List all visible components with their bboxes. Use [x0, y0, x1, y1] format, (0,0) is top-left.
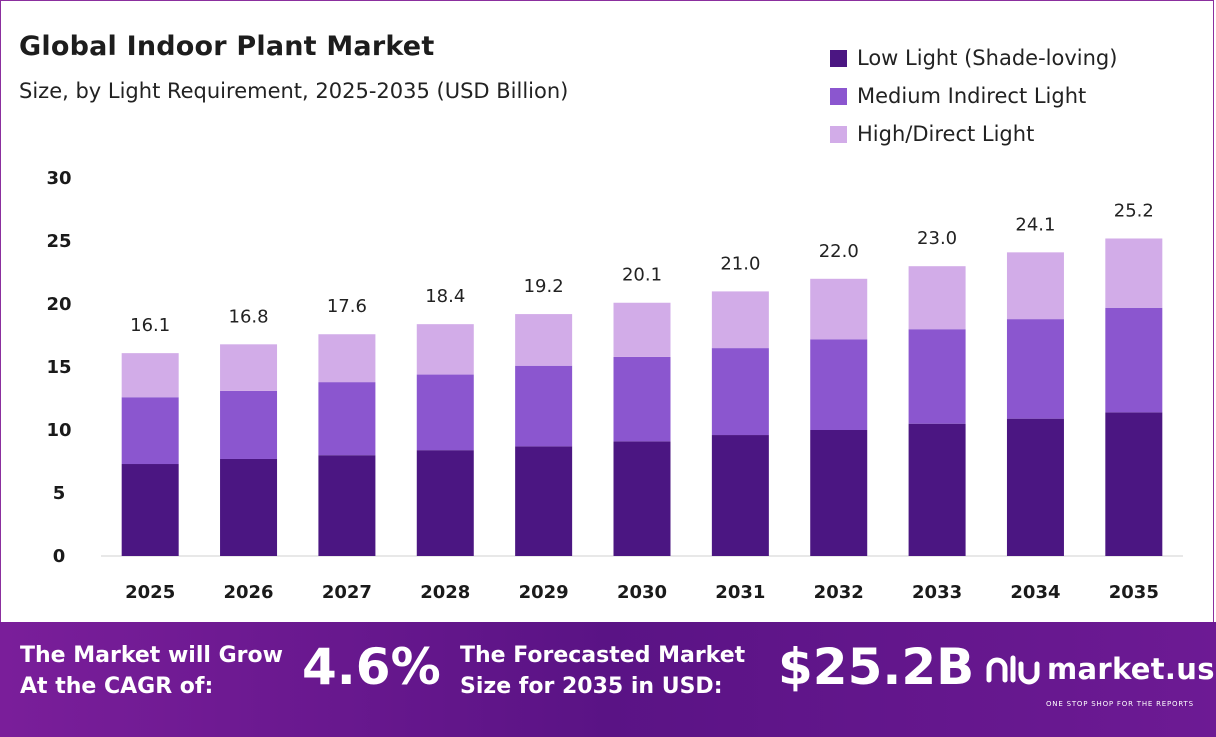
bar-segment-high-light — [318, 334, 376, 383]
bar-segment-low-light — [416, 450, 474, 556]
bar-total-label: 17.6 — [327, 296, 367, 317]
bar-segment-low-light — [908, 423, 966, 556]
bar-segment-medium-light — [1105, 307, 1163, 413]
x-tick-label: 2033 — [912, 582, 962, 603]
y-tick-label: 15 — [46, 357, 71, 378]
bar-segment-low-light — [318, 455, 376, 556]
legend-label-medium-light: Medium Indirect Light — [857, 84, 1087, 108]
bar-total-label: 20.1 — [622, 265, 662, 286]
chart-title: Global Indoor Plant Market — [19, 31, 435, 62]
bar-total-label: 16.8 — [229, 306, 269, 327]
y-tick-label: 0 — [53, 546, 66, 567]
bar-segment-high-light — [1105, 238, 1163, 308]
bar-total-label: 18.4 — [425, 286, 465, 307]
bar-segment-high-light — [613, 302, 671, 357]
bar-total-label: 21.0 — [720, 253, 760, 274]
legend-label-low-light: Low Light (Shade-loving) — [857, 46, 1118, 70]
legend: Low Light (Shade-loving) Medium Indirect… — [830, 39, 1117, 153]
bar-segment-low-light — [1105, 412, 1163, 556]
bar-total-label: 24.1 — [1015, 214, 1055, 235]
bar-segment-high-light — [416, 324, 474, 375]
bar-segment-low-light — [220, 458, 278, 556]
y-tick-label: 30 — [46, 168, 71, 189]
bar-segment-medium-light — [1006, 319, 1064, 419]
cagr-label-line1: The Market will Grow — [20, 643, 283, 668]
bar-segment-high-light — [121, 353, 179, 398]
legend-swatch-high-light — [830, 125, 847, 143]
cagr-label-line2: At the CAGR of: — [20, 674, 214, 699]
legend-item-low-light: Low Light (Shade-loving) — [830, 39, 1117, 77]
legend-item-high-light: High/Direct Light — [830, 115, 1117, 153]
x-tick-label: 2030 — [617, 582, 667, 603]
bar-segment-low-light — [711, 435, 769, 556]
bar-total-label: 22.0 — [819, 241, 859, 262]
brand-tagline: ONE STOP SHOP FOR THE REPORTS — [1046, 700, 1194, 708]
bar-segment-high-light — [908, 266, 966, 330]
bar-segment-medium-light — [810, 339, 868, 430]
chart-subtitle: Size, by Light Requirement, 2025-2035 (U… — [19, 79, 569, 103]
bar-total-label: 25.2 — [1114, 200, 1154, 221]
x-tick-label: 2029 — [519, 582, 569, 603]
bar-segment-low-light — [1006, 418, 1064, 556]
bar-segment-medium-light — [613, 356, 671, 442]
y-tick-label: 10 — [46, 420, 71, 441]
bar-total-label: 16.1 — [130, 315, 170, 336]
bar-total-label: 23.0 — [917, 228, 957, 249]
x-tick-label: 2035 — [1109, 582, 1159, 603]
x-tick-label: 2026 — [223, 582, 273, 603]
x-tick-label: 2025 — [125, 582, 175, 603]
bar-segment-low-light — [121, 464, 179, 556]
forecast-label-line1: The Forecasted Market — [460, 643, 746, 668]
bar-segment-low-light — [810, 430, 868, 556]
bar-segment-medium-light — [416, 374, 474, 451]
bar-segment-low-light — [613, 441, 671, 556]
y-tick-label: 20 — [46, 294, 71, 315]
bar-segment-medium-light — [711, 348, 769, 436]
bar-total-label: 19.2 — [524, 276, 564, 297]
brand-name: market.us — [1047, 652, 1215, 686]
x-tick-label: 2032 — [814, 582, 864, 603]
bar-segment-high-light — [711, 291, 769, 349]
market-us-logo-icon — [986, 655, 1040, 685]
x-tick-label: 2034 — [1010, 582, 1060, 603]
x-tick-label: 2028 — [420, 582, 470, 603]
legend-item-medium-light: Medium Indirect Light — [830, 77, 1117, 115]
bar-segment-high-light — [1006, 252, 1064, 320]
bar-segment-medium-light — [121, 397, 179, 465]
legend-swatch-medium-light — [830, 87, 847, 105]
bar-chart: 05101520253016.1202516.8202617.6202718.4… — [46, 168, 1183, 603]
legend-swatch-low-light — [830, 49, 847, 67]
y-tick-label: 5 — [53, 483, 66, 504]
bar-segment-high-light — [515, 314, 573, 366]
x-tick-label: 2027 — [322, 582, 372, 603]
cagr-label: The Market will Grow At the CAGR of: — [20, 640, 283, 702]
footer-banner: The Market will Grow At the CAGR of: 4.6… — [0, 622, 1216, 737]
bar-segment-medium-light — [515, 365, 573, 447]
forecast-label-line2: Size for 2035 in USD: — [460, 674, 723, 699]
bar-segment-medium-light — [220, 390, 278, 459]
cagr-value: 4.6% — [302, 638, 441, 696]
bar-segment-low-light — [515, 446, 573, 556]
forecast-value: $25.2B — [778, 638, 975, 696]
brand-logo: market.us — [985, 650, 1215, 688]
x-tick-label: 2031 — [715, 582, 765, 603]
y-tick-label: 25 — [46, 231, 71, 252]
legend-label-high-light: High/Direct Light — [857, 122, 1035, 146]
bar-segment-high-light — [220, 344, 278, 391]
bar-segment-medium-light — [318, 382, 376, 456]
bar-segment-medium-light — [908, 329, 966, 424]
bar-segment-high-light — [810, 278, 868, 340]
forecast-label: The Forecasted Market Size for 2035 in U… — [460, 640, 745, 702]
